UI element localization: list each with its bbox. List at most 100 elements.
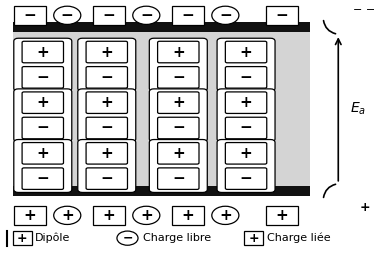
Circle shape <box>212 6 239 24</box>
FancyBboxPatch shape <box>158 41 199 63</box>
FancyBboxPatch shape <box>22 41 63 63</box>
FancyBboxPatch shape <box>78 140 136 193</box>
FancyBboxPatch shape <box>22 143 63 164</box>
Bar <box>13 186 310 196</box>
Bar <box>93 6 125 25</box>
FancyBboxPatch shape <box>22 92 63 113</box>
Text: +: + <box>36 45 49 60</box>
FancyBboxPatch shape <box>225 168 267 189</box>
FancyBboxPatch shape <box>225 92 267 113</box>
Text: −: − <box>100 121 113 135</box>
FancyBboxPatch shape <box>14 140 72 193</box>
Text: +: + <box>172 146 185 161</box>
FancyBboxPatch shape <box>158 143 199 164</box>
Text: −: − <box>140 8 153 23</box>
Text: −: − <box>172 171 185 186</box>
FancyBboxPatch shape <box>78 89 136 142</box>
Bar <box>13 231 32 245</box>
Text: −: − <box>100 171 113 186</box>
Text: Charge libre: Charge libre <box>142 233 211 243</box>
FancyBboxPatch shape <box>158 92 199 113</box>
FancyBboxPatch shape <box>86 41 127 63</box>
Text: +: + <box>100 45 113 60</box>
Text: −: − <box>172 121 185 135</box>
FancyBboxPatch shape <box>149 38 207 91</box>
Text: −: − <box>219 8 232 23</box>
Text: −: − <box>61 8 74 23</box>
Circle shape <box>133 206 160 225</box>
Bar <box>172 206 204 225</box>
Text: −: − <box>276 8 288 23</box>
Text: −: − <box>100 70 113 85</box>
Text: +: + <box>61 208 74 223</box>
Text: −: − <box>240 171 252 186</box>
Text: Dipôle: Dipôle <box>35 233 71 243</box>
Text: +: + <box>36 146 49 161</box>
Text: +: + <box>248 232 259 245</box>
Text: +: + <box>23 208 36 223</box>
Text: −: − <box>181 8 194 23</box>
Bar <box>13 22 310 32</box>
Bar <box>266 206 298 225</box>
Text: +: + <box>359 201 370 214</box>
Text: −: − <box>23 8 36 23</box>
Text: +: + <box>100 95 113 110</box>
FancyBboxPatch shape <box>86 117 127 139</box>
FancyBboxPatch shape <box>86 67 127 88</box>
Text: +: + <box>102 208 115 223</box>
Text: −: − <box>102 8 115 23</box>
FancyBboxPatch shape <box>225 143 267 164</box>
Bar <box>244 231 263 245</box>
Text: +: + <box>181 208 194 223</box>
Bar <box>172 6 204 25</box>
Text: +: + <box>219 208 232 223</box>
FancyBboxPatch shape <box>14 89 72 142</box>
FancyBboxPatch shape <box>78 38 136 91</box>
Circle shape <box>54 206 81 225</box>
Text: $E_a$: $E_a$ <box>350 101 366 117</box>
Text: −: − <box>122 232 133 245</box>
Text: −: − <box>172 70 185 85</box>
Text: Charge liée: Charge liée <box>267 233 330 243</box>
Text: +: + <box>172 45 185 60</box>
FancyBboxPatch shape <box>86 168 127 189</box>
Text: − −: − − <box>353 5 376 15</box>
Bar <box>14 6 46 25</box>
FancyBboxPatch shape <box>158 117 199 139</box>
Text: +: + <box>17 232 27 245</box>
Text: −: − <box>36 70 49 85</box>
Text: +: + <box>172 95 185 110</box>
FancyBboxPatch shape <box>225 117 267 139</box>
FancyBboxPatch shape <box>158 67 199 88</box>
FancyBboxPatch shape <box>225 67 267 88</box>
FancyBboxPatch shape <box>149 140 207 193</box>
Text: +: + <box>36 95 49 110</box>
FancyBboxPatch shape <box>217 38 275 91</box>
Bar <box>266 6 298 25</box>
Text: +: + <box>240 95 252 110</box>
Bar <box>13 32 310 186</box>
Text: +: + <box>100 146 113 161</box>
Text: −: − <box>36 171 49 186</box>
Text: +: + <box>240 45 252 60</box>
Text: −: − <box>36 121 49 135</box>
Circle shape <box>133 6 160 24</box>
Bar <box>14 206 46 225</box>
FancyBboxPatch shape <box>22 67 63 88</box>
FancyBboxPatch shape <box>14 38 72 91</box>
Bar <box>93 206 125 225</box>
Text: +: + <box>240 146 252 161</box>
Text: −: − <box>240 121 252 135</box>
Circle shape <box>117 231 138 245</box>
FancyBboxPatch shape <box>86 92 127 113</box>
FancyBboxPatch shape <box>225 41 267 63</box>
Text: +: + <box>276 208 288 223</box>
FancyBboxPatch shape <box>149 89 207 142</box>
Circle shape <box>54 6 81 24</box>
Text: −: − <box>240 70 252 85</box>
FancyBboxPatch shape <box>158 168 199 189</box>
FancyBboxPatch shape <box>217 140 275 193</box>
Circle shape <box>212 206 239 225</box>
FancyBboxPatch shape <box>22 117 63 139</box>
FancyBboxPatch shape <box>22 168 63 189</box>
